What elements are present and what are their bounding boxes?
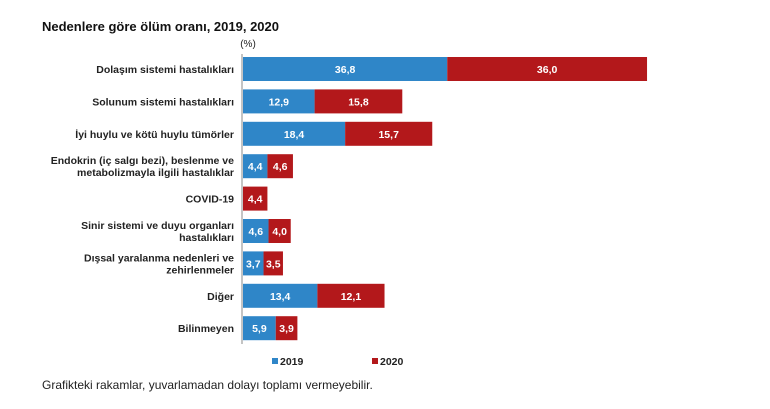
data-label: 4,4 [248, 161, 263, 173]
data-label: 13,4 [270, 291, 291, 303]
data-label: 3,7 [246, 258, 261, 270]
bar-2020 [317, 283, 385, 308]
category-label: Diğer [207, 291, 234, 303]
legend-swatch-2019 [272, 358, 278, 364]
data-label: 15,7 [378, 129, 399, 141]
bar-2019 [243, 283, 318, 308]
legend-swatch-2020 [372, 358, 378, 364]
bar-2019 [243, 251, 264, 276]
data-label: 4,0 [272, 226, 287, 238]
data-label: 4,4 [248, 194, 263, 206]
category-label: İyi huylu ve kötü huylu tümörler [75, 128, 234, 141]
category-label: hastalıkları [179, 232, 234, 244]
category-label: metabolizmayla ilgili hastalıklar [77, 167, 234, 179]
category-label: Solunum sistemi hastalıkları [92, 96, 234, 108]
data-label: 4,6 [248, 226, 263, 238]
footnote: Grafikteki rakamlar, yuvarlamadan dolayı… [42, 378, 373, 392]
bar-2019 [243, 121, 346, 146]
bar-2020 [345, 121, 433, 146]
bar-2020 [268, 219, 291, 243]
data-label: 36,8 [335, 64, 356, 76]
bar-2020 [275, 316, 298, 341]
category-label: Endokrin (iç salgı bezi), beslenme ve [51, 155, 234, 167]
bar-2019 [243, 154, 268, 179]
category-label: Dolaşım sistemi hastalıkları [96, 64, 234, 76]
data-label: 5,9 [252, 323, 267, 335]
chart-title: Nedenlere göre ölüm oranı, 2019, 2020 [42, 19, 279, 34]
legend-label-2020: 2020 [380, 356, 404, 368]
category-label: Bilinmeyen [178, 323, 234, 335]
unit-label: (%) [240, 39, 256, 50]
data-label: 3,9 [279, 323, 294, 335]
data-label: 15,8 [348, 96, 369, 108]
category-label: zehirlenmeler [166, 264, 234, 276]
bar-2020 [314, 89, 403, 114]
data-label: 18,4 [284, 129, 305, 141]
bar-2020 [243, 186, 268, 211]
data-label: 12,1 [341, 291, 362, 303]
bar-2019 [243, 219, 269, 243]
data-label: 12,9 [269, 96, 290, 108]
category-label: Dışsal yaralanma nedenleri ve [84, 252, 234, 264]
bar-2019 [243, 316, 276, 341]
data-label: 36,0 [537, 64, 558, 76]
data-label: 4,6 [273, 161, 288, 173]
category-label: COVID-19 [186, 194, 235, 206]
bar-2019 [243, 89, 315, 114]
bar-2019 [243, 57, 448, 81]
bar-2020 [447, 57, 648, 81]
legend-label-2019: 2019 [280, 356, 304, 368]
data-label: 3,5 [266, 258, 281, 270]
bar-2020 [267, 154, 293, 179]
category-label: Sinir sistemi ve duyu organları [81, 220, 234, 232]
bar-2020 [263, 251, 283, 276]
